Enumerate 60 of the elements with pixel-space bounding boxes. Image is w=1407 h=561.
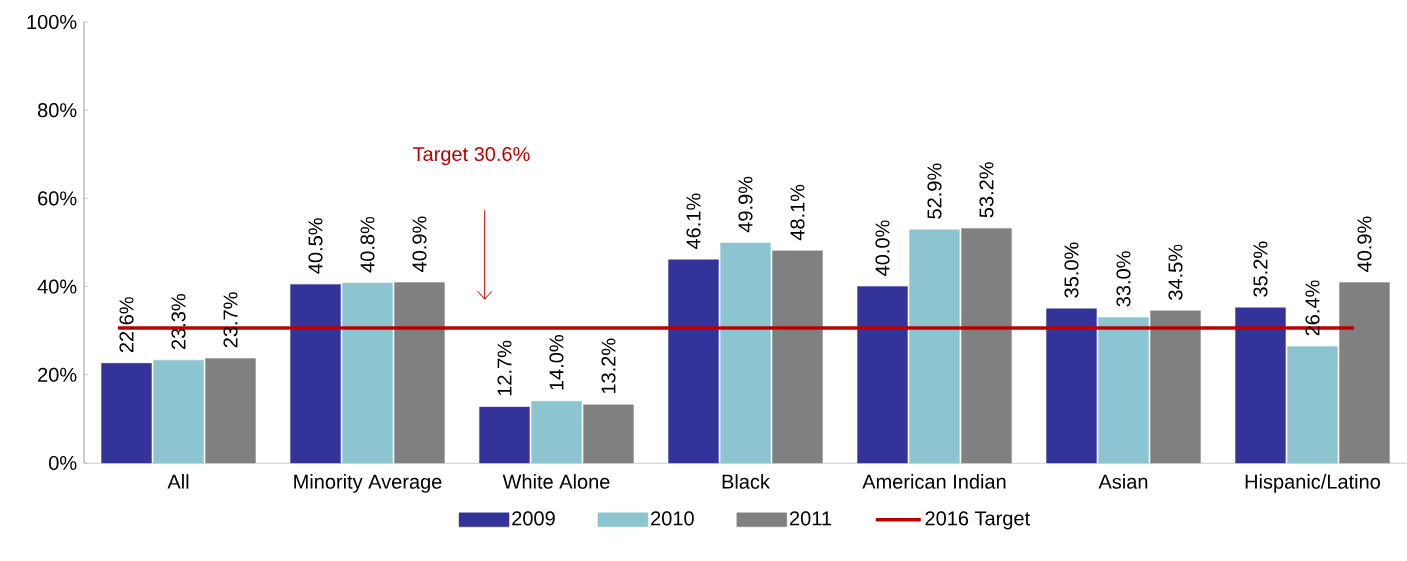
y-tick-label: 60% bbox=[38, 191, 77, 206]
data-label: 35.0% bbox=[1064, 242, 1079, 298]
legend-label: 2010 bbox=[651, 511, 694, 526]
data-label: 23.3% bbox=[171, 294, 186, 350]
data-label: 48.1% bbox=[790, 184, 805, 241]
data-label: 23.7% bbox=[223, 292, 238, 348]
x-tick-label: Asian bbox=[1098, 474, 1148, 489]
bar bbox=[342, 282, 393, 464]
legend-label: 2016 Target bbox=[925, 511, 1030, 530]
y-tick-label: 40% bbox=[37, 279, 77, 294]
y-tick-label: 80% bbox=[37, 103, 77, 118]
bar bbox=[668, 259, 719, 464]
data-label: 40.5% bbox=[308, 218, 323, 274]
data-label: 40.9% bbox=[412, 216, 427, 272]
x-tick-label: Hispanic/Latino bbox=[1245, 474, 1380, 493]
data-label: 22.6% bbox=[119, 297, 134, 353]
annotation: Target 30.6% bbox=[412, 146, 530, 166]
bar bbox=[1235, 307, 1286, 464]
bar bbox=[1287, 346, 1338, 464]
data-label: 33.0% bbox=[1116, 251, 1131, 307]
bar bbox=[1150, 310, 1201, 464]
data-label: 53.2% bbox=[979, 162, 994, 218]
bar bbox=[479, 406, 530, 464]
data-label: 12.7% bbox=[497, 340, 512, 396]
bar bbox=[101, 363, 152, 464]
data-label: 34.5% bbox=[1168, 244, 1183, 300]
data-label: 35.2% bbox=[1253, 241, 1268, 297]
bar bbox=[1098, 317, 1149, 464]
bar bbox=[531, 401, 582, 464]
bar bbox=[205, 358, 256, 464]
legend-label: 2009 bbox=[512, 511, 555, 526]
bar bbox=[1339, 282, 1390, 464]
bar bbox=[153, 360, 204, 464]
bar bbox=[290, 284, 341, 464]
data-label: 40.9% bbox=[1357, 216, 1372, 272]
bar bbox=[1046, 308, 1097, 464]
y-tick-label: 100% bbox=[27, 14, 77, 30]
y-tick-label: 0% bbox=[49, 455, 77, 471]
bar bbox=[961, 228, 1012, 464]
data-label: 49.9% bbox=[738, 176, 753, 233]
x-tick-label: White Alone bbox=[502, 474, 610, 489]
bar bbox=[394, 282, 445, 464]
y-tick-label: 20% bbox=[38, 367, 77, 382]
bar bbox=[772, 250, 823, 464]
data-label: 40.8% bbox=[360, 216, 375, 273]
data-label: 13.2% bbox=[601, 338, 616, 394]
data-label: 14.0% bbox=[549, 335, 564, 390]
bar bbox=[583, 404, 634, 464]
x-tick-label: Black bbox=[722, 474, 770, 489]
data-label: 40.0% bbox=[875, 220, 890, 276]
x-tick-label: Minority Average bbox=[294, 474, 442, 493]
bar bbox=[720, 242, 771, 464]
data-label: 46.1% bbox=[686, 193, 701, 250]
x-tick-label: American Indian bbox=[862, 474, 1006, 489]
bar bbox=[857, 286, 908, 464]
data-label: 26.4% bbox=[1305, 280, 1320, 336]
bar bbox=[909, 229, 960, 464]
data-label: 52.9% bbox=[927, 163, 942, 219]
legend-label: 2011 bbox=[790, 511, 832, 526]
x-tick-label: All bbox=[167, 474, 189, 489]
